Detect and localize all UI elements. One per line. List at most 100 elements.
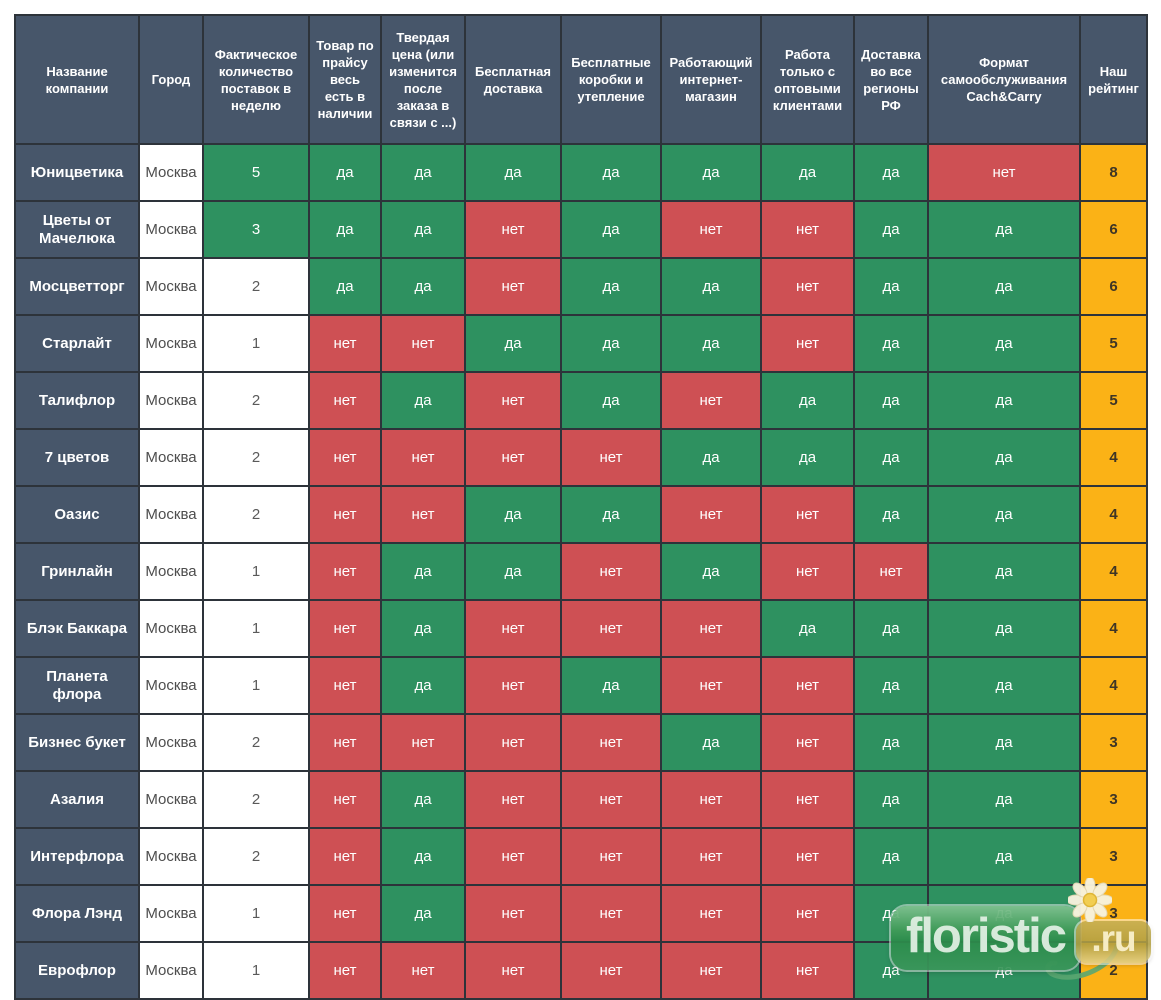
value-cell: да [380, 371, 466, 430]
rating-cell: 3 [1079, 713, 1148, 772]
logo-suffix-text: .ru [1091, 918, 1136, 959]
column-header-7: Работающий интернет-магазин [660, 14, 762, 145]
value-cell: да [927, 371, 1081, 430]
comparison-table: Название компании Город Фактическое количе… [14, 14, 1148, 1000]
column-header-11: Наш рейтинг [1079, 14, 1148, 145]
value-cell: да [308, 143, 382, 202]
header-row: Название компании Город Фактическое количе… [14, 14, 1148, 145]
city-cell: Москва [138, 143, 204, 202]
value-cell: да [927, 542, 1081, 601]
value-cell: да [927, 770, 1081, 829]
value-cell: да [464, 314, 562, 373]
value-cell: да [927, 656, 1081, 715]
weekly-supplies-cell: 1 [202, 314, 310, 373]
column-header-4: Твердая цена (или изменится после заказа… [380, 14, 466, 145]
table-row: Мосцветторг Москва 2 да да нет да да нет да да 6 [14, 257, 1148, 316]
city-cell: Москва [138, 713, 204, 772]
value-cell: да [927, 257, 1081, 316]
rating-cell: 5 [1079, 314, 1148, 373]
value-cell: нет [760, 257, 855, 316]
value-cell: да [464, 542, 562, 601]
value-cell: да [853, 485, 929, 544]
value-cell: да [560, 200, 662, 259]
city-cell: Москва [138, 485, 204, 544]
weekly-supplies-cell: 2 [202, 371, 310, 430]
value-cell: нет [760, 941, 855, 1000]
value-cell: да [853, 314, 929, 373]
value-cell: да [660, 428, 762, 487]
value-cell: нет [308, 371, 382, 430]
value-cell: да [927, 314, 1081, 373]
value-cell: да [380, 884, 466, 943]
value-cell: нет [660, 200, 762, 259]
value-cell: нет [464, 770, 562, 829]
weekly-supplies-cell: 1 [202, 656, 310, 715]
value-cell: нет [760, 884, 855, 943]
value-cell: нет [308, 713, 382, 772]
column-header-5: Бесплатная доставка [464, 14, 562, 145]
value-cell: нет [308, 599, 382, 658]
city-cell: Москва [138, 371, 204, 430]
column-header-2: Фактическое количество поставок в неделю [202, 14, 310, 145]
value-cell: да [927, 428, 1081, 487]
value-cell: нет [560, 770, 662, 829]
value-cell: нет [380, 428, 466, 487]
table-row: Гринлайн Москва 1 нет да да нет да нет нет да 4 [14, 542, 1148, 601]
value-cell: да [853, 827, 929, 886]
weekly-supplies-cell: 2 [202, 485, 310, 544]
table-row: Азалия Москва 2 нет да нет нет нет нет да да 3 [14, 770, 1148, 829]
value-cell: нет [308, 485, 382, 544]
value-cell: нет [760, 200, 855, 259]
value-cell: да [760, 143, 855, 202]
value-cell: нет [660, 884, 762, 943]
value-cell: нет [560, 542, 662, 601]
value-cell: нет [660, 485, 762, 544]
city-cell: Москва [138, 827, 204, 886]
value-cell: нет [464, 428, 562, 487]
value-cell: да [560, 656, 662, 715]
value-cell: да [380, 257, 466, 316]
value-cell: да [927, 200, 1081, 259]
value-cell: да [560, 143, 662, 202]
value-cell: да [760, 599, 855, 658]
value-cell: нет [308, 884, 382, 943]
value-cell: нет [308, 428, 382, 487]
city-cell: Москва [138, 884, 204, 943]
rating-cell: 4 [1079, 428, 1148, 487]
table-row: 7 цветов Москва 2 нет нет нет нет да да да да 4 [14, 428, 1148, 487]
city-cell: Москва [138, 428, 204, 487]
floristic-logo-ru: .ru [1076, 918, 1151, 963]
value-cell: да [560, 371, 662, 430]
rating-cell: 4 [1079, 485, 1148, 544]
value-cell: нет [760, 314, 855, 373]
value-cell: да [660, 314, 762, 373]
value-cell: да [380, 770, 466, 829]
value-cell: да [380, 827, 466, 886]
value-cell: нет [380, 941, 466, 1000]
value-cell: нет [464, 941, 562, 1000]
value-cell: да [660, 542, 762, 601]
value-cell: да [853, 599, 929, 658]
table-row: Цветы от Мачелюка Москва 3 да да нет да нет нет д… [14, 200, 1148, 259]
value-cell: да [380, 200, 466, 259]
value-cell: нет [560, 884, 662, 943]
city-cell: Москва [138, 542, 204, 601]
company-name-cell: Оазис [14, 485, 140, 544]
weekly-supplies-cell: 3 [202, 200, 310, 259]
value-cell: нет [464, 200, 562, 259]
value-cell: нет [927, 143, 1081, 202]
value-cell: нет [853, 542, 929, 601]
rating-cell: 5 [1079, 371, 1148, 430]
value-cell: да [380, 599, 466, 658]
value-cell: нет [380, 485, 466, 544]
value-cell: нет [760, 713, 855, 772]
city-cell: Москва [138, 314, 204, 373]
table-row: Оазис Москва 2 нет нет да да нет нет да да 4 [14, 485, 1148, 544]
table-row: Интерфлора Москва 2 нет да нет нет нет нет да да 3 [14, 827, 1148, 886]
value-cell: нет [660, 827, 762, 886]
weekly-supplies-cell: 2 [202, 428, 310, 487]
value-cell: нет [464, 713, 562, 772]
value-cell: нет [464, 371, 562, 430]
value-cell: нет [560, 713, 662, 772]
rating-cell: 3 [1079, 770, 1148, 829]
